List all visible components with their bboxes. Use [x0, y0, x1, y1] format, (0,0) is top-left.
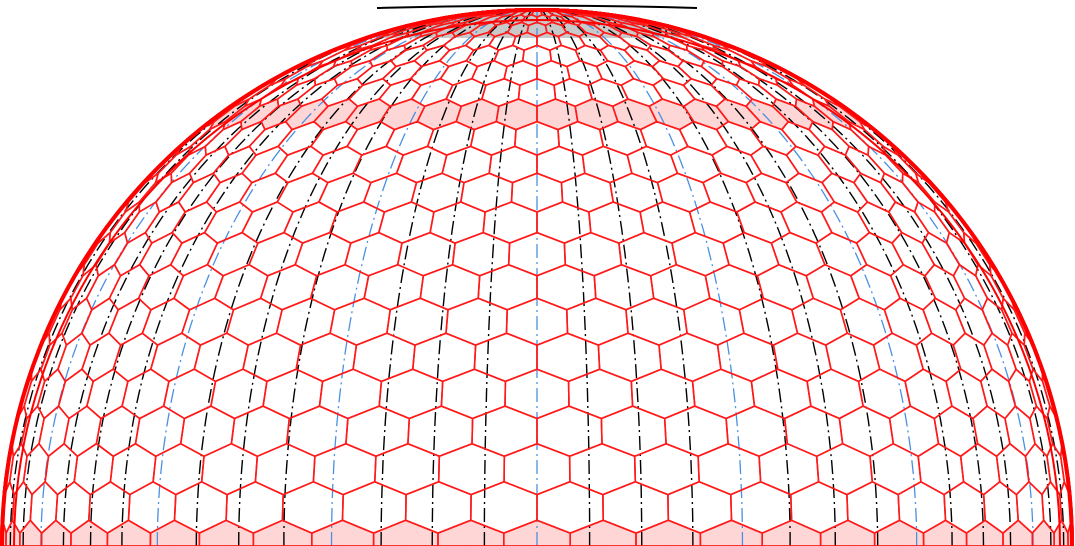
- shaded-hex-cell: [824, 99, 865, 130]
- shaded-hex-cell: [612, 99, 657, 130]
- blue-meridian-line: [536, 8, 744, 546]
- shaded-hex-cell: [240, 99, 279, 130]
- black-meridian-line: [283, 8, 538, 546]
- dome-inner-outline: [13, 19, 1061, 546]
- black-meridian-line: [536, 8, 694, 546]
- black-meridian-line: [238, 8, 538, 546]
- black-meridian-line: [536, 8, 643, 546]
- black-meridian-line: [536, 8, 985, 546]
- shaded-hex-cell: [417, 99, 462, 130]
- black-meridian-line: [536, 8, 953, 546]
- black-meridian-line: [431, 8, 538, 546]
- blue-meridian-line: [330, 8, 538, 546]
- pole-outline: [376, 4, 698, 9]
- dome-outline-group: [0, 4, 1074, 546]
- black-meridian-line: [62, 8, 538, 546]
- shaded-hex-cell: [285, 99, 328, 130]
- black-meridian-line: [483, 8, 538, 546]
- shaded-hex-cell: [314, 99, 358, 130]
- black-meridian-line: [89, 8, 538, 546]
- shaded-hex-cell: [795, 99, 834, 130]
- shaded-hex-cell: [209, 99, 250, 130]
- dome-outline: [0, 8, 1074, 546]
- black-meridian-line: [121, 8, 538, 546]
- shaded-hex-cell: [575, 99, 618, 130]
- shaded-hex-cell: [772, 99, 813, 130]
- black-meridian-line: [536, 8, 791, 546]
- shaded-hex-cell: [746, 99, 789, 130]
- black-meridian-line: [536, 8, 1012, 546]
- black-meridian-line: [536, 8, 836, 546]
- black-meridian-line: [536, 8, 591, 546]
- shaded-hex-cell: [716, 99, 760, 130]
- shaded-hex-cell: [261, 99, 302, 130]
- shaded-hex-cell: [456, 99, 499, 130]
- black-meridian-line: [380, 8, 538, 546]
